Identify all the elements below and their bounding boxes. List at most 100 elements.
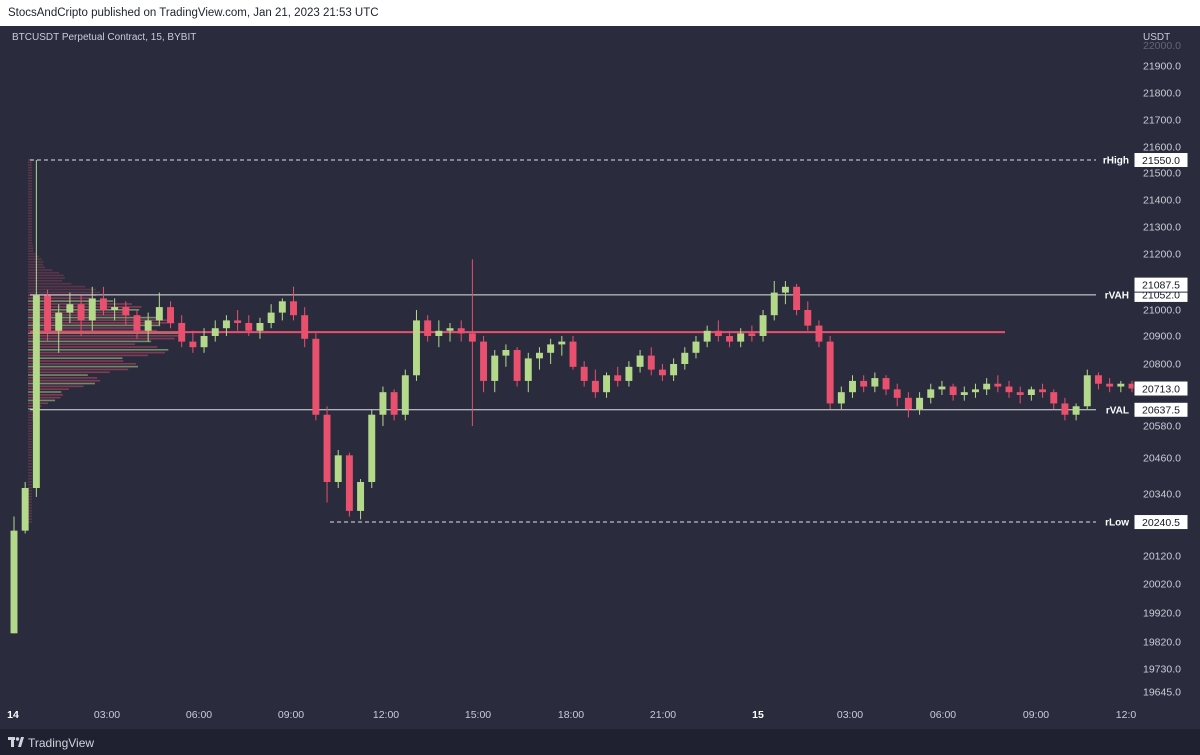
candle-body[interactable] bbox=[379, 392, 387, 415]
candle-body[interactable] bbox=[1050, 392, 1058, 404]
candle-body[interactable] bbox=[1128, 383, 1136, 389]
candle-body[interactable] bbox=[826, 341, 834, 404]
candle-body[interactable] bbox=[1072, 406, 1080, 415]
candle-body[interactable] bbox=[770, 292, 778, 316]
candle-body[interactable] bbox=[502, 350, 510, 356]
candle-body[interactable] bbox=[882, 378, 890, 390]
candle-body[interactable] bbox=[1083, 375, 1091, 407]
candle-body[interactable] bbox=[278, 301, 286, 313]
candle-body[interactable] bbox=[211, 328, 219, 336]
candle-body[interactable] bbox=[88, 298, 96, 321]
candle-body[interactable] bbox=[647, 355, 655, 370]
candle-body[interactable] bbox=[983, 383, 991, 390]
candle-body[interactable] bbox=[636, 355, 644, 367]
candle-body[interactable] bbox=[658, 369, 666, 376]
candle-body[interactable] bbox=[66, 304, 74, 313]
candle-body[interactable] bbox=[804, 310, 812, 326]
candle-body[interactable] bbox=[949, 386, 957, 395]
candle-body[interactable] bbox=[748, 333, 756, 336]
candle-body[interactable] bbox=[368, 414, 376, 482]
candle-body[interactable] bbox=[424, 320, 432, 336]
candle-body[interactable] bbox=[938, 386, 946, 390]
candle-body[interactable] bbox=[904, 397, 912, 410]
candle-body[interactable] bbox=[189, 341, 197, 348]
candle-body[interactable] bbox=[345, 455, 353, 511]
candle-body[interactable] bbox=[1039, 389, 1047, 393]
candle-body[interactable] bbox=[1106, 383, 1114, 387]
candle-body[interactable] bbox=[21, 488, 29, 531]
candle-body[interactable] bbox=[234, 320, 242, 323]
candle-body[interactable] bbox=[245, 323, 253, 331]
candle-body[interactable] bbox=[815, 325, 823, 342]
candle-body[interactable] bbox=[591, 380, 599, 393]
candle-body[interactable] bbox=[916, 397, 924, 410]
candle-body[interactable] bbox=[32, 295, 40, 489]
candle-body[interactable] bbox=[1094, 375, 1102, 384]
candle-body[interactable] bbox=[759, 315, 767, 336]
candle-body[interactable] bbox=[77, 304, 85, 321]
candle-body[interactable] bbox=[133, 315, 141, 331]
candle-body[interactable] bbox=[726, 336, 733, 342]
candle-body[interactable] bbox=[960, 392, 968, 395]
candle-body[interactable] bbox=[178, 323, 186, 342]
candle-body[interactable] bbox=[401, 375, 409, 415]
candle-body[interactable] bbox=[111, 307, 119, 310]
candle-body[interactable] bbox=[972, 389, 979, 393]
candle-body[interactable] bbox=[558, 341, 566, 345]
candle-body[interactable] bbox=[480, 341, 488, 381]
candle-body[interactable] bbox=[435, 330, 443, 336]
candle-body[interactable] bbox=[681, 352, 689, 364]
chart-area[interactable]: BTCUSDT Perpetual Contract, 15, BYBIT USD… bbox=[0, 26, 1200, 729]
candle-body[interactable] bbox=[446, 328, 454, 331]
candlestick-chart[interactable]: BTCUSDT Perpetual Contract, 15, BYBIT USD… bbox=[0, 26, 1200, 729]
candle-body[interactable] bbox=[614, 375, 622, 381]
candle-body[interactable] bbox=[301, 315, 309, 339]
candle-body[interactable] bbox=[413, 320, 420, 376]
candle-body[interactable] bbox=[849, 380, 856, 393]
candle-body[interactable] bbox=[290, 301, 297, 316]
candle-body[interactable] bbox=[10, 530, 18, 634]
candle-body[interactable] bbox=[200, 336, 208, 348]
candle-body[interactable] bbox=[703, 330, 711, 342]
candle-body[interactable] bbox=[524, 358, 532, 381]
candle-body[interactable] bbox=[457, 328, 465, 334]
candle-body[interactable] bbox=[547, 344, 555, 353]
candle-body[interactable] bbox=[1016, 392, 1024, 395]
candle-body[interactable] bbox=[357, 482, 365, 511]
candle-body[interactable] bbox=[1005, 386, 1013, 393]
candle-body[interactable] bbox=[860, 380, 868, 387]
candle-body[interactable] bbox=[491, 355, 499, 381]
candle-body[interactable] bbox=[625, 366, 633, 381]
candle-body[interactable] bbox=[256, 323, 264, 331]
candle-body[interactable] bbox=[144, 320, 152, 331]
candle-body[interactable] bbox=[99, 298, 107, 310]
candle-body[interactable] bbox=[390, 392, 398, 415]
candle-body[interactable] bbox=[1027, 389, 1035, 395]
candle-body[interactable] bbox=[323, 414, 331, 482]
candle-body[interactable] bbox=[535, 352, 543, 359]
candle-body[interactable] bbox=[670, 364, 678, 376]
candle-body[interactable] bbox=[927, 389, 935, 398]
candle-body[interactable] bbox=[334, 455, 342, 482]
candle-body[interactable] bbox=[155, 307, 163, 321]
candle-body[interactable] bbox=[893, 389, 901, 398]
candle-body[interactable] bbox=[55, 312, 63, 331]
candle-body[interactable] bbox=[994, 383, 1002, 387]
candle-body[interactable] bbox=[793, 286, 801, 310]
candle-body[interactable] bbox=[44, 295, 52, 331]
candle-body[interactable] bbox=[312, 338, 320, 415]
candle-body[interactable] bbox=[603, 375, 611, 393]
candle-body[interactable] bbox=[468, 333, 476, 342]
candle-body[interactable] bbox=[513, 350, 521, 381]
candle-body[interactable] bbox=[737, 333, 745, 342]
candle-body[interactable] bbox=[267, 312, 275, 323]
candle-body[interactable] bbox=[692, 341, 700, 353]
candle-body[interactable] bbox=[871, 378, 879, 387]
candle-body[interactable] bbox=[122, 307, 130, 316]
candle-body[interactable] bbox=[222, 320, 230, 329]
candle-body[interactable] bbox=[1117, 383, 1125, 387]
candle-body[interactable] bbox=[580, 366, 588, 381]
candle-body[interactable] bbox=[714, 330, 722, 336]
candle-body[interactable] bbox=[167, 307, 174, 323]
candle-body[interactable] bbox=[837, 392, 845, 404]
